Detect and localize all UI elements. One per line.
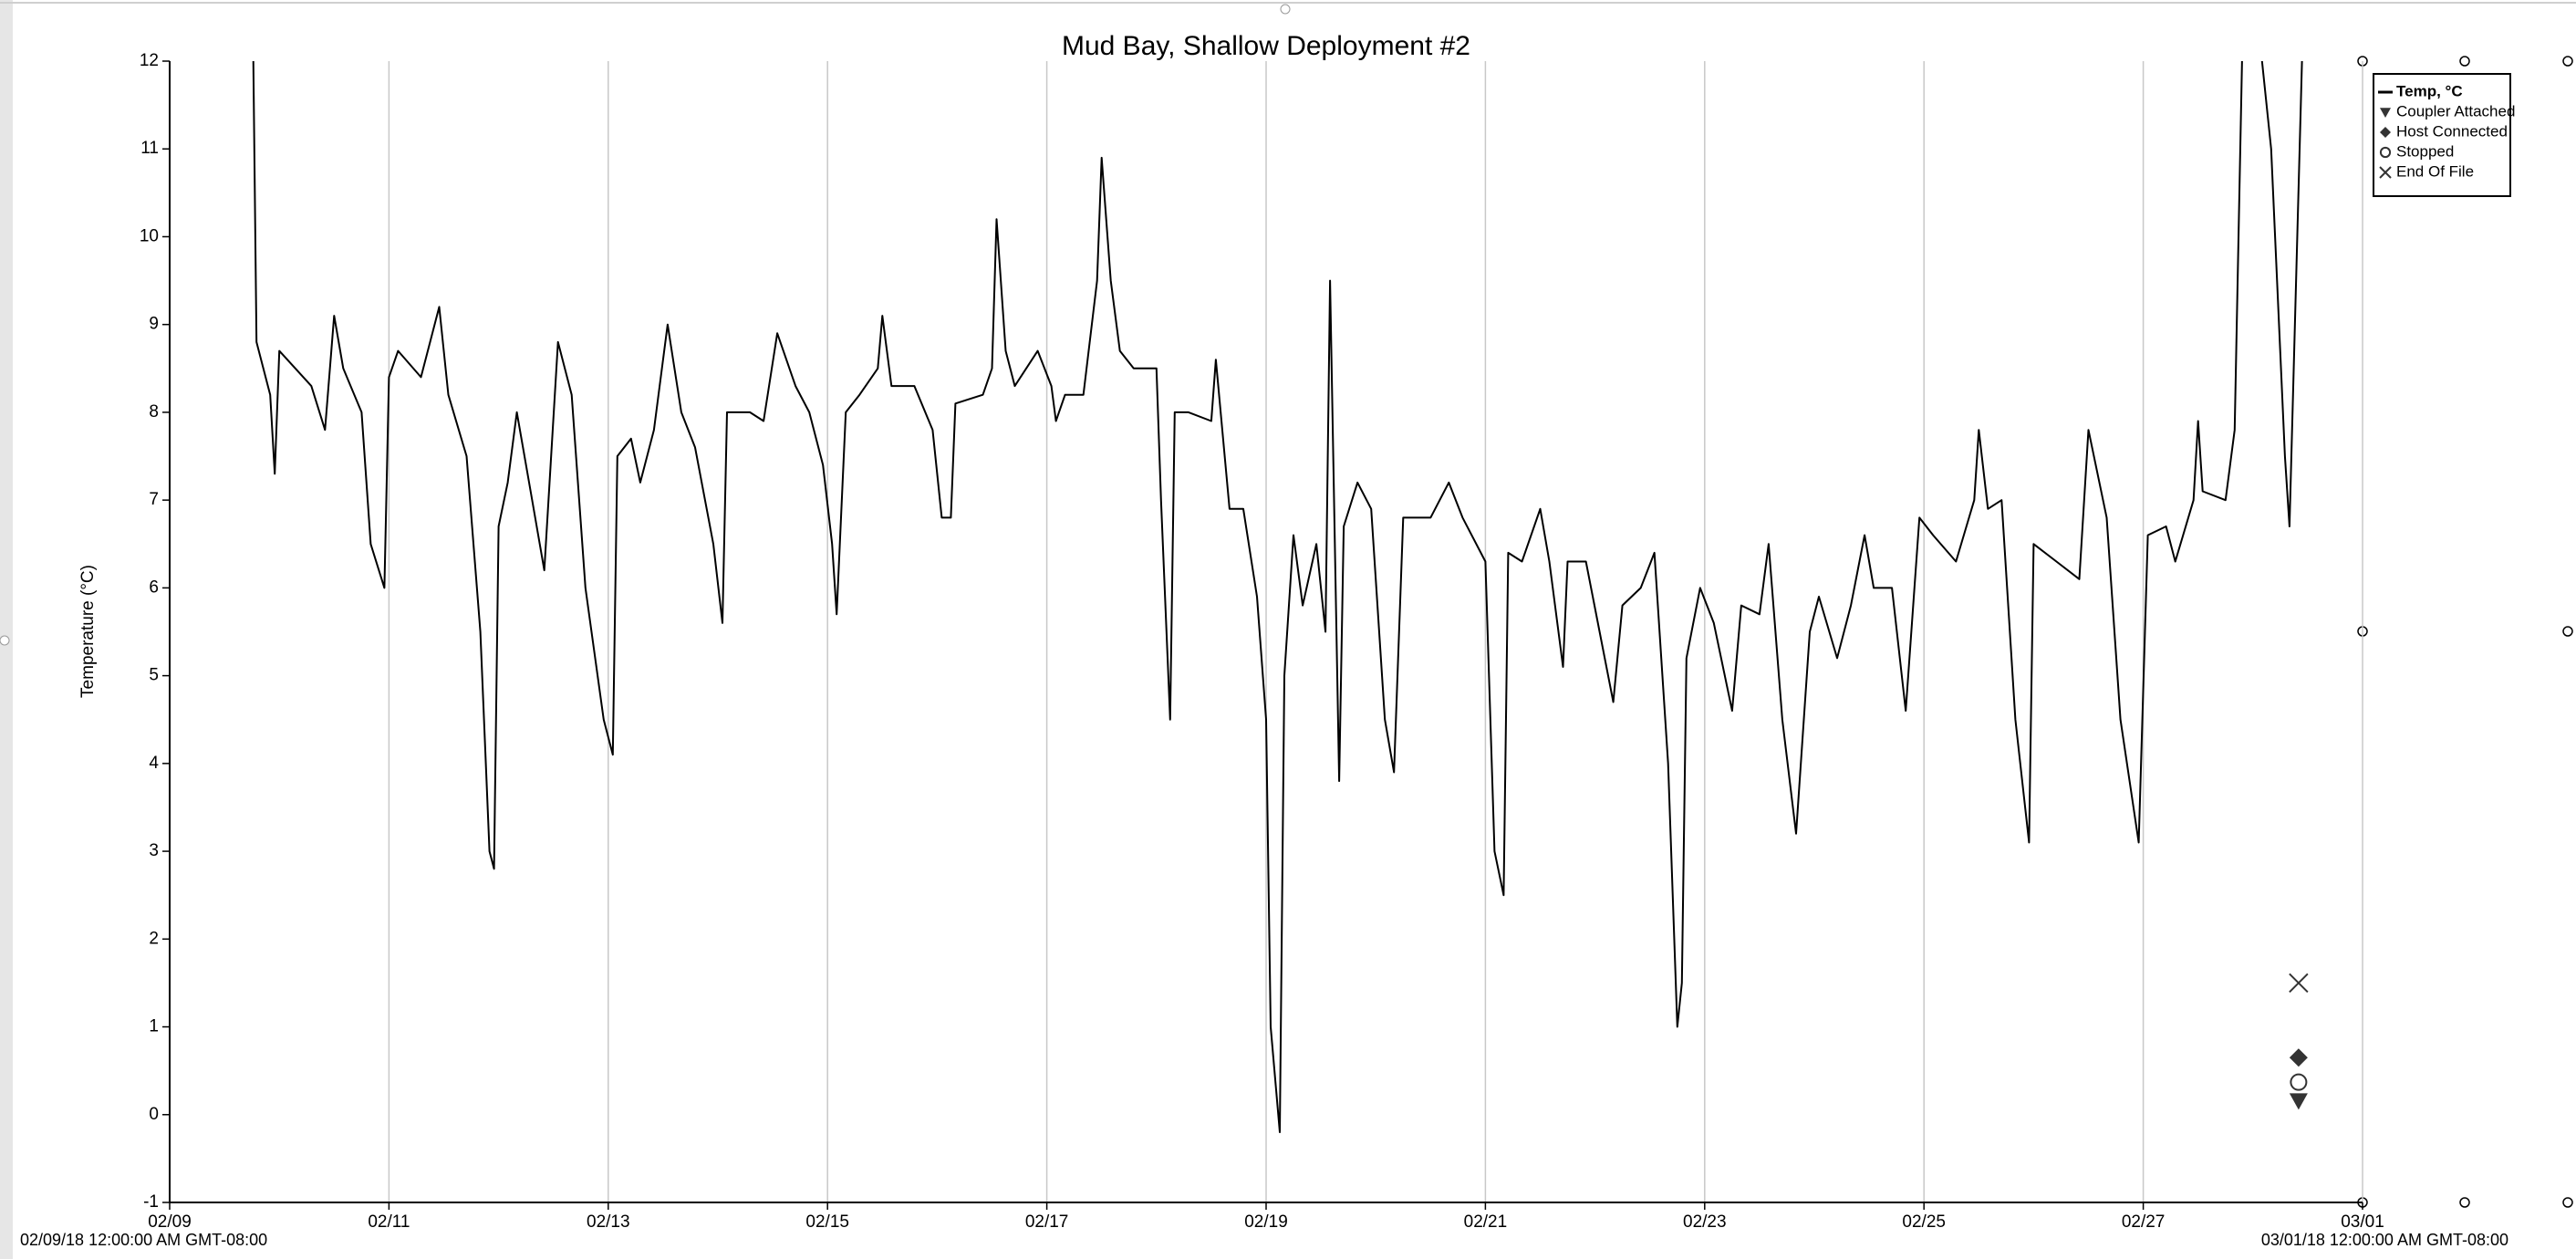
window-edge	[0, 0, 13, 1259]
x-tick-label: 02/25	[1902, 1212, 1946, 1232]
handle[interactable]	[2562, 56, 2573, 67]
x-end-label: 03/01/18 12:00:00 AM GMT-08:00	[2261, 1231, 2508, 1249]
y-tick-label: 3	[149, 841, 159, 860]
y-tick-label: 2	[149, 929, 159, 948]
handle[interactable]	[2459, 1197, 2470, 1208]
x-tick-label: 02/21	[1464, 1212, 1508, 1232]
y-tick-label: 9	[149, 315, 159, 334]
marker	[2289, 1048, 2308, 1067]
chart-title: Mud Bay, Shallow Deployment #2	[1062, 31, 1470, 61]
temperature-line	[252, 61, 2303, 1133]
resize-handle[interactable]	[1280, 4, 1291, 15]
legend-label: Host Connected	[2396, 122, 2508, 140]
legend-label: Stopped	[2396, 142, 2454, 160]
y-tick-label: 4	[149, 754, 159, 773]
resize-handle[interactable]	[0, 635, 10, 646]
marker	[2379, 166, 2392, 179]
y-tick-label: 8	[149, 402, 159, 421]
x-tick-label: 02/11	[368, 1212, 410, 1232]
x-tick-label: 02/19	[1244, 1212, 1288, 1232]
y-tick-label: 11	[140, 139, 159, 158]
marker	[2289, 973, 2309, 994]
selection-handles	[2357, 56, 2573, 1208]
marker	[2380, 108, 2391, 118]
legend: Temp, °C Coupler Attached Host Connected St…	[2373, 73, 2515, 197]
legend-label: Coupler Attached	[2396, 102, 2515, 120]
legend-label: Temp, °C	[2396, 82, 2463, 99]
y-tick-label: 10	[140, 226, 159, 245]
marker	[2289, 1093, 2308, 1110]
y-tick-label: 0	[149, 1105, 159, 1124]
y-tick-label: 12	[140, 51, 159, 70]
x-tick-label: 02/15	[805, 1212, 849, 1232]
x-tick-label: 02/17	[1025, 1212, 1069, 1232]
marker	[2290, 1073, 2308, 1091]
handle[interactable]	[2562, 1197, 2573, 1208]
legend-label: End Of File	[2396, 162, 2474, 180]
y-axis-label: Temperature (°C)	[78, 565, 98, 698]
marker	[2380, 127, 2391, 138]
x-start-label: 02/09/18 12:00:00 AM GMT-08:00	[20, 1231, 267, 1249]
y-tick-label: 1	[149, 1017, 159, 1036]
legend-box	[2373, 73, 2511, 197]
x-tick-label: 02/09	[148, 1212, 192, 1232]
x-tick-label: 03/01	[2341, 1212, 2384, 1232]
handle[interactable]	[2459, 56, 2470, 67]
y-tick-label: 6	[149, 577, 159, 597]
x-tick-label: 02/23	[1683, 1212, 1727, 1232]
plot-area	[252, 61, 2309, 1133]
handle[interactable]	[2562, 626, 2573, 637]
y-tick-label: -1	[143, 1192, 159, 1212]
x-tick-label: 02/27	[2122, 1212, 2166, 1232]
x-tick-label: 02/13	[587, 1212, 630, 1232]
y-tick-label: 5	[149, 666, 159, 685]
marker	[2379, 146, 2392, 159]
y-tick-label: 7	[149, 490, 159, 509]
